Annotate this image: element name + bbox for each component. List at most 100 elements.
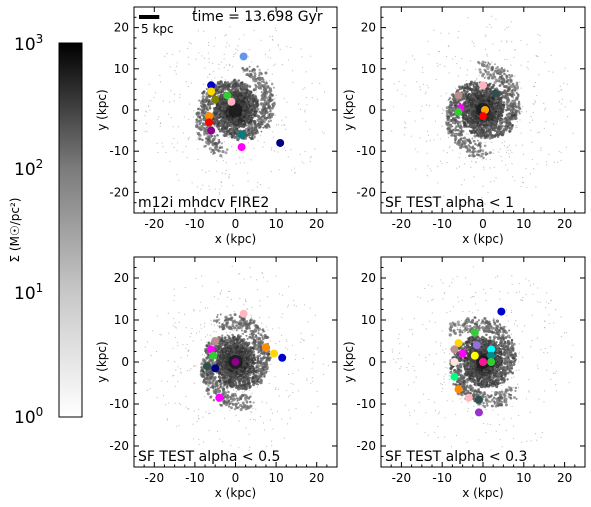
star-cluster-point	[479, 112, 487, 121]
x-tick-label: 20	[557, 217, 572, 231]
panel-title: SF TEST alpha < 0.5	[138, 449, 280, 465]
y-tick-label: 20	[114, 21, 129, 35]
x-tick-label: 20	[557, 471, 572, 485]
panel-3: -20 -10 0 10 20 -20 -10 0 10 20 x (kpc) y (kpc) SF T…	[95, 256, 338, 500]
star-cluster-point	[491, 89, 500, 98]
x-tick-label: -10	[432, 217, 452, 231]
panel-title: SF TEST alpha < 0.3	[385, 449, 527, 465]
y-axis-label: y (kpc)	[95, 89, 109, 130]
x-tick-label: -20	[392, 217, 412, 231]
colorbar-tick-100: 102	[14, 157, 43, 180]
svg-text:101: 101	[14, 281, 43, 304]
panel-1: -20 -10 0 10 20 -20 -10 0 10 20 x (kpc) y (kpc) m12i…	[95, 6, 338, 246]
y-axis-label: y (kpc)	[342, 89, 356, 130]
star-cluster-point	[450, 372, 459, 381]
star-cluster-point	[454, 108, 463, 117]
y-tick-label: -20	[109, 185, 129, 199]
y-tick-label: -20	[356, 185, 376, 199]
scale-bar-label: 5 kpc	[141, 22, 174, 36]
colorbar-gradient	[58, 42, 83, 418]
star-cluster-point	[474, 395, 483, 404]
star-cluster-point	[211, 337, 220, 345]
star-cluster-point	[261, 343, 270, 352]
x-axis-label: x (kpc)	[215, 486, 256, 500]
star-cluster-point	[223, 91, 232, 100]
star-cluster-point	[239, 52, 248, 61]
star-cluster-point	[215, 393, 224, 402]
star-cluster-point	[479, 358, 487, 366]
x-tick-label: 0	[232, 471, 240, 485]
x-tick-label: -20	[144, 471, 164, 485]
star-cluster-point	[211, 364, 220, 373]
svg-text:103: 103	[14, 32, 43, 55]
star-cluster-point	[207, 81, 216, 90]
x-tick-label: 10	[268, 217, 283, 231]
panel-title: m12i mhdcv FIRE2	[138, 195, 269, 211]
y-tick-label: 20	[361, 271, 376, 285]
x-tick-label: -20	[144, 217, 164, 231]
x-tick-label: -10	[185, 217, 205, 231]
star-cluster-point	[487, 351, 496, 360]
x-tick-label: -10	[432, 471, 452, 485]
y-tick-label: 0	[121, 355, 129, 369]
svg-text:100: 100	[14, 405, 43, 428]
y-tick-label: -10	[109, 397, 129, 411]
star-cluster-point	[450, 345, 459, 354]
x-tick-label: 10	[268, 471, 283, 485]
star-cluster-point	[470, 351, 479, 360]
time-annotation: time = 13.698 Gyr	[192, 9, 323, 25]
colorbar: 103 102 101 100 Σ (M☉/pc²)	[8, 32, 83, 428]
star-cluster-point	[487, 358, 496, 366]
star-cluster-point	[237, 130, 246, 139]
star-cluster-point	[207, 126, 216, 135]
star-cluster-point	[207, 345, 216, 354]
star-cluster-point	[487, 345, 496, 354]
x-axis-label: x (kpc)	[215, 232, 256, 246]
panel-2: -20 -10 0 10 20 -20 -10 0 10 20 x (kpc) y (kpc) SF T…	[342, 6, 586, 246]
star-cluster-point	[278, 353, 287, 362]
colorbar-tick-1: 100	[14, 405, 43, 428]
star-cluster-point	[203, 362, 212, 371]
star-cluster-point	[481, 106, 490, 114]
panel-title: SF TEST alpha < 1	[385, 195, 514, 211]
y-tick-label: 10	[361, 313, 376, 327]
y-tick-label: 20	[114, 271, 129, 285]
star-cluster-point	[227, 97, 236, 106]
star-cluster-point	[454, 385, 463, 394]
y-tick-label: -20	[356, 439, 376, 453]
star-cluster-point	[472, 341, 481, 350]
panels: -20 -10 0 10 20 -20 -10 0 10 20 x (kpc) y (kpc) m12i…	[95, 6, 586, 500]
y-tick-label: -10	[356, 144, 376, 158]
star-cluster-point	[209, 351, 218, 360]
x-tick-label: 10	[516, 217, 531, 231]
star-cluster-point	[454, 339, 463, 348]
x-tick-label: 0	[479, 471, 487, 485]
star-cluster-point	[454, 91, 463, 100]
star-cluster-point	[270, 349, 279, 358]
x-tick-label: -10	[185, 471, 205, 485]
y-axis-label: y (kpc)	[342, 341, 356, 382]
y-tick-label: 10	[361, 62, 376, 76]
y-tick-label: 10	[114, 62, 129, 76]
x-tick-label: 0	[479, 217, 487, 231]
scale-bar	[139, 15, 160, 19]
x-tick-label: -20	[392, 471, 412, 485]
star-cluster-point	[239, 309, 248, 318]
star-cluster-point	[211, 95, 220, 104]
x-tick-label: 20	[309, 217, 324, 231]
y-tick-label: 10	[114, 313, 129, 327]
star-cluster-point	[479, 81, 487, 90]
x-tick-label: 10	[516, 471, 531, 485]
y-tick-label: -20	[109, 439, 129, 453]
star-cluster-point	[464, 393, 473, 402]
y-axis-label: y (kpc)	[95, 341, 109, 382]
star-cluster-point	[205, 112, 214, 121]
y-tick-label: 0	[121, 103, 129, 117]
star-cluster-point	[470, 328, 479, 337]
star-cluster-point	[207, 87, 216, 96]
star-cluster-point	[231, 358, 240, 366]
y-tick-label: -10	[109, 144, 129, 158]
x-tick-label: 0	[232, 217, 240, 231]
panel-4: -20 -10 0 10 20 -20 -10 0 10 20 x (kpc) y (kpc) SF T…	[342, 256, 586, 500]
